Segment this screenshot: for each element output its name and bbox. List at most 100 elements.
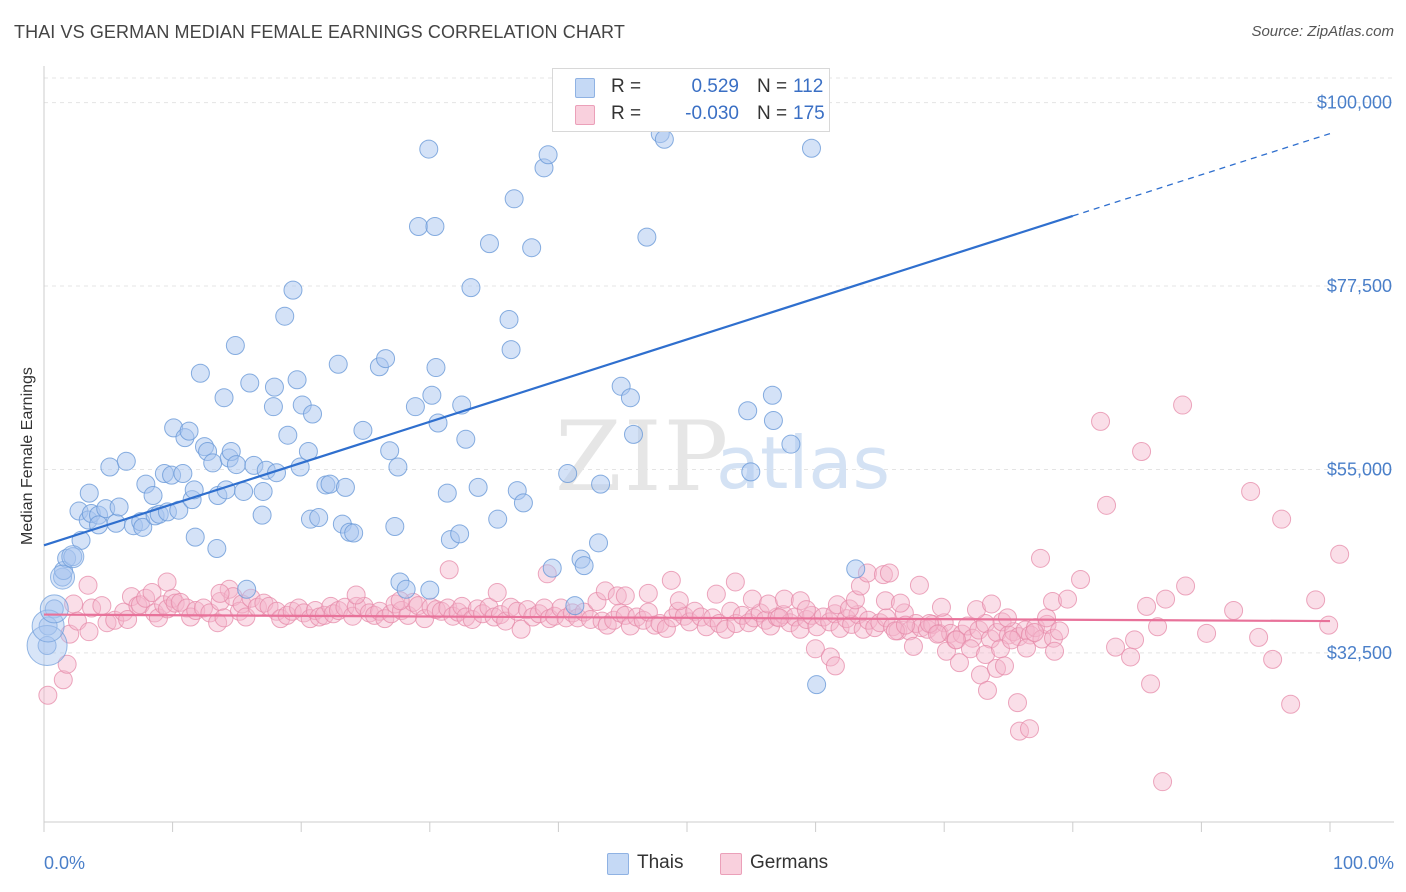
thai-point [253, 481, 273, 501]
thai-point [461, 278, 481, 298]
german-point [1281, 694, 1301, 714]
german-point [1106, 637, 1126, 657]
thai-point [807, 675, 827, 695]
german-point [1173, 395, 1193, 415]
german-point [595, 581, 615, 601]
thai-point [450, 524, 470, 544]
thai-point [468, 477, 488, 497]
thai-point [225, 336, 245, 356]
thai-point [405, 397, 425, 417]
thai-point [565, 596, 585, 616]
german-point [755, 610, 775, 630]
german-point [875, 591, 895, 611]
german-point [975, 645, 995, 665]
thai-point [522, 238, 542, 258]
axes [43, 66, 1394, 832]
thai-point-large [39, 594, 69, 624]
thai-point [574, 556, 594, 576]
stats-legend: R = 0.529 N = 112 R = -0.030 N = 175 [552, 68, 830, 132]
german-point [615, 586, 635, 606]
thai-point [353, 420, 373, 440]
thai-point [63, 547, 83, 567]
thai-point [275, 306, 295, 326]
n-label: N = [757, 76, 788, 97]
thai-point [741, 462, 761, 482]
thai-point [422, 385, 442, 405]
german-point [1097, 495, 1117, 515]
german-point [994, 656, 1014, 676]
thai-point [116, 451, 136, 471]
german-point [79, 622, 99, 642]
german-point [931, 597, 951, 617]
thai-point [801, 138, 821, 158]
german-point [1137, 596, 1157, 616]
german-point [165, 593, 185, 613]
german-point [323, 604, 343, 624]
german-point [774, 589, 794, 609]
thai-point [781, 434, 801, 454]
y-tick-label: $77,500 [1327, 276, 1392, 296]
watermark: ZIP atlas [555, 401, 890, 513]
y-tick-label: $100,000 [1317, 93, 1392, 113]
r-label: R = [611, 103, 642, 124]
german-point [1176, 576, 1196, 596]
thai-point [591, 474, 611, 494]
german-point [1224, 600, 1244, 620]
german-point [981, 594, 1001, 614]
thai-point [190, 363, 210, 383]
thai-point [185, 527, 205, 547]
thai-point [388, 457, 408, 477]
n-value: 175 [793, 103, 825, 124]
german-point [210, 583, 230, 603]
thai-point [501, 340, 521, 360]
german-point [1153, 772, 1173, 792]
german-point [381, 604, 401, 624]
german-point [1007, 693, 1027, 713]
thai-trend-line [43, 214, 1074, 547]
german-point [805, 639, 825, 659]
german-point [1330, 544, 1350, 564]
german-point [827, 595, 847, 615]
german-point [97, 613, 117, 633]
legend-label: Thais [637, 852, 684, 873]
thai-point [320, 474, 340, 494]
german-point [879, 563, 899, 583]
thai-point [538, 145, 558, 165]
german-point [38, 685, 58, 705]
thai-point [479, 234, 499, 254]
german-point [706, 584, 726, 604]
german-point [1249, 627, 1269, 647]
thai-point [396, 579, 416, 599]
german-point [487, 583, 507, 603]
german-point [986, 658, 1006, 678]
source-note: Source: ZipAtlas.com [1251, 23, 1394, 40]
german-point [1025, 623, 1045, 642]
thai-point [762, 385, 782, 405]
german-point [716, 619, 736, 639]
thai-point [456, 429, 476, 449]
x-tick-label: 100.0% [1333, 853, 1394, 873]
thai-trend-extension [1072, 132, 1331, 217]
german-point [53, 670, 73, 690]
thai-point [558, 464, 578, 484]
german-point [725, 572, 745, 592]
german-point [949, 653, 969, 673]
german-point [669, 591, 689, 611]
thai-point [419, 139, 439, 159]
thai-point [234, 481, 254, 501]
thai-point [287, 370, 307, 390]
german-point [960, 639, 980, 659]
german-point [1037, 608, 1057, 628]
thai-point [240, 373, 260, 393]
german-point [656, 618, 676, 638]
german-point [885, 621, 905, 641]
german-point [452, 596, 472, 616]
thai-point [620, 388, 640, 408]
grid-lines [44, 77, 1394, 654]
german-point [1125, 630, 1145, 650]
thai-point [654, 129, 674, 149]
german-point [895, 615, 915, 635]
thai-point [173, 464, 193, 484]
german-point [375, 609, 395, 629]
